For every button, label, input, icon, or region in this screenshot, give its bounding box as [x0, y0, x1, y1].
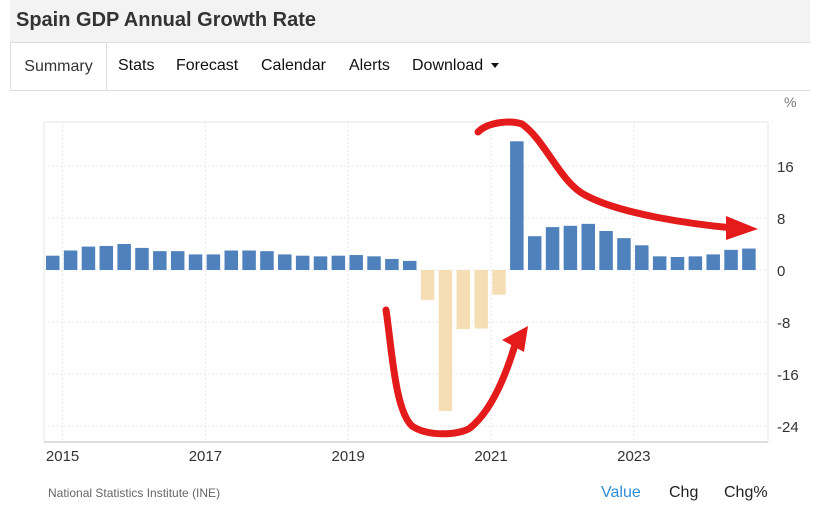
- bar-2022Q4: [617, 238, 631, 270]
- y-unit-label: %: [784, 94, 796, 110]
- bar-2021Q4: [545, 227, 560, 270]
- y-tick-label: 8: [777, 211, 785, 228]
- tab-download[interactable]: Download: [412, 42, 500, 90]
- bar-2017Q4: [260, 251, 274, 270]
- annotation-arrow-up: [382, 306, 521, 438]
- bar-2019Q3: [385, 258, 399, 270]
- bar-2018Q4: [331, 255, 346, 270]
- bar-2016Q3: [170, 251, 185, 270]
- bar-2018Q3: [313, 256, 328, 270]
- bar-2015Q4: [117, 244, 131, 270]
- tab-alerts[interactable]: Alerts: [349, 57, 390, 74]
- source-label: National Statistics Institute (INE): [48, 486, 221, 500]
- bar-2023Q2: [652, 256, 667, 270]
- chart-bars: [46, 141, 756, 412]
- bar-2020Q1: [420, 270, 435, 300]
- bar-2019Q2: [367, 256, 381, 270]
- title-bar: Spain GDP Annual Growth Rate: [10, 0, 810, 43]
- bar-2015Q1: [63, 250, 78, 270]
- bar-2020Q4: [474, 270, 488, 329]
- y-tick-label: 0: [777, 263, 785, 280]
- x-tick-label: 2019: [332, 448, 365, 465]
- y-tick-label: -16: [777, 367, 799, 384]
- bar-2014Q4: [46, 255, 60, 270]
- tab-summary[interactable]: Summary: [10, 42, 107, 90]
- bar-2021Q1: [492, 270, 506, 295]
- bar-2022Q3: [599, 231, 613, 270]
- view-chgpct-button[interactable]: Chg%: [724, 484, 768, 501]
- annotation-arrowhead-right: [726, 216, 758, 240]
- bar-2021Q3: [527, 236, 542, 270]
- bar-2024Q3: [742, 248, 756, 270]
- bar-2024Q2: [724, 249, 738, 270]
- bar-2015Q2: [81, 246, 96, 270]
- view-chg-button[interactable]: Chg: [669, 484, 699, 501]
- tab-forecast[interactable]: Forecast: [176, 57, 239, 74]
- y-tick-label: -8: [777, 315, 790, 332]
- bar-2015Q3: [99, 245, 114, 270]
- bar-2018Q2: [295, 255, 310, 270]
- bar-2020Q3: [456, 270, 471, 330]
- bar-2020Q2: [438, 270, 453, 412]
- chart-axes: 16 8 0 -8 -16 -24% 2015 2017 2019 2021 2023: [44, 94, 799, 465]
- bar-2023Q4: [688, 256, 703, 270]
- view-value-button[interactable]: Value: [601, 484, 641, 501]
- bar-2023Q1: [635, 245, 649, 270]
- bar-2022Q1: [563, 225, 578, 270]
- chart: 16 8 0 -8 -16 -24% 2015 2017 2019 2021 2023: [43, 94, 799, 465]
- page-title: Spain GDP Annual Growth Rate: [16, 9, 317, 31]
- x-tick-label: 2023: [617, 448, 650, 465]
- bar-2017Q3: [242, 250, 256, 270]
- bar-2017Q1: [206, 254, 221, 270]
- chart-grid: [43, 121, 769, 442]
- y-tick-label: 16: [777, 159, 794, 176]
- bar-2024Q1: [706, 254, 720, 270]
- bar-2018Q1: [278, 254, 292, 270]
- tab-bar: Summary Stats Forecast Calendar Alerts D…: [10, 42, 810, 91]
- tab-download-label: Download: [412, 57, 484, 74]
- bar-2016Q2: [153, 251, 167, 270]
- annotation-arrowhead-up: [502, 326, 528, 352]
- annotation-arrow-right: [474, 118, 737, 232]
- bar-2022Q2: [581, 223, 595, 270]
- x-tick-label: 2015: [46, 448, 79, 465]
- x-tick-label: 2021: [474, 448, 507, 465]
- bar-2019Q1: [349, 255, 363, 270]
- x-tick-label: 2017: [189, 448, 222, 465]
- y-tick-label: -24: [777, 419, 799, 436]
- tab-stats[interactable]: Stats: [118, 57, 155, 74]
- bar-2021Q2: [510, 141, 524, 270]
- annotation-arrows: [382, 118, 758, 438]
- bar-2016Q1: [135, 247, 149, 270]
- tab-calendar[interactable]: Calendar: [261, 57, 326, 74]
- bar-2019Q4: [403, 260, 417, 270]
- bar-2016Q4: [188, 254, 203, 270]
- bar-2023Q3: [670, 257, 685, 270]
- bar-2017Q2: [224, 250, 238, 270]
- caret-down-icon: [491, 63, 500, 69]
